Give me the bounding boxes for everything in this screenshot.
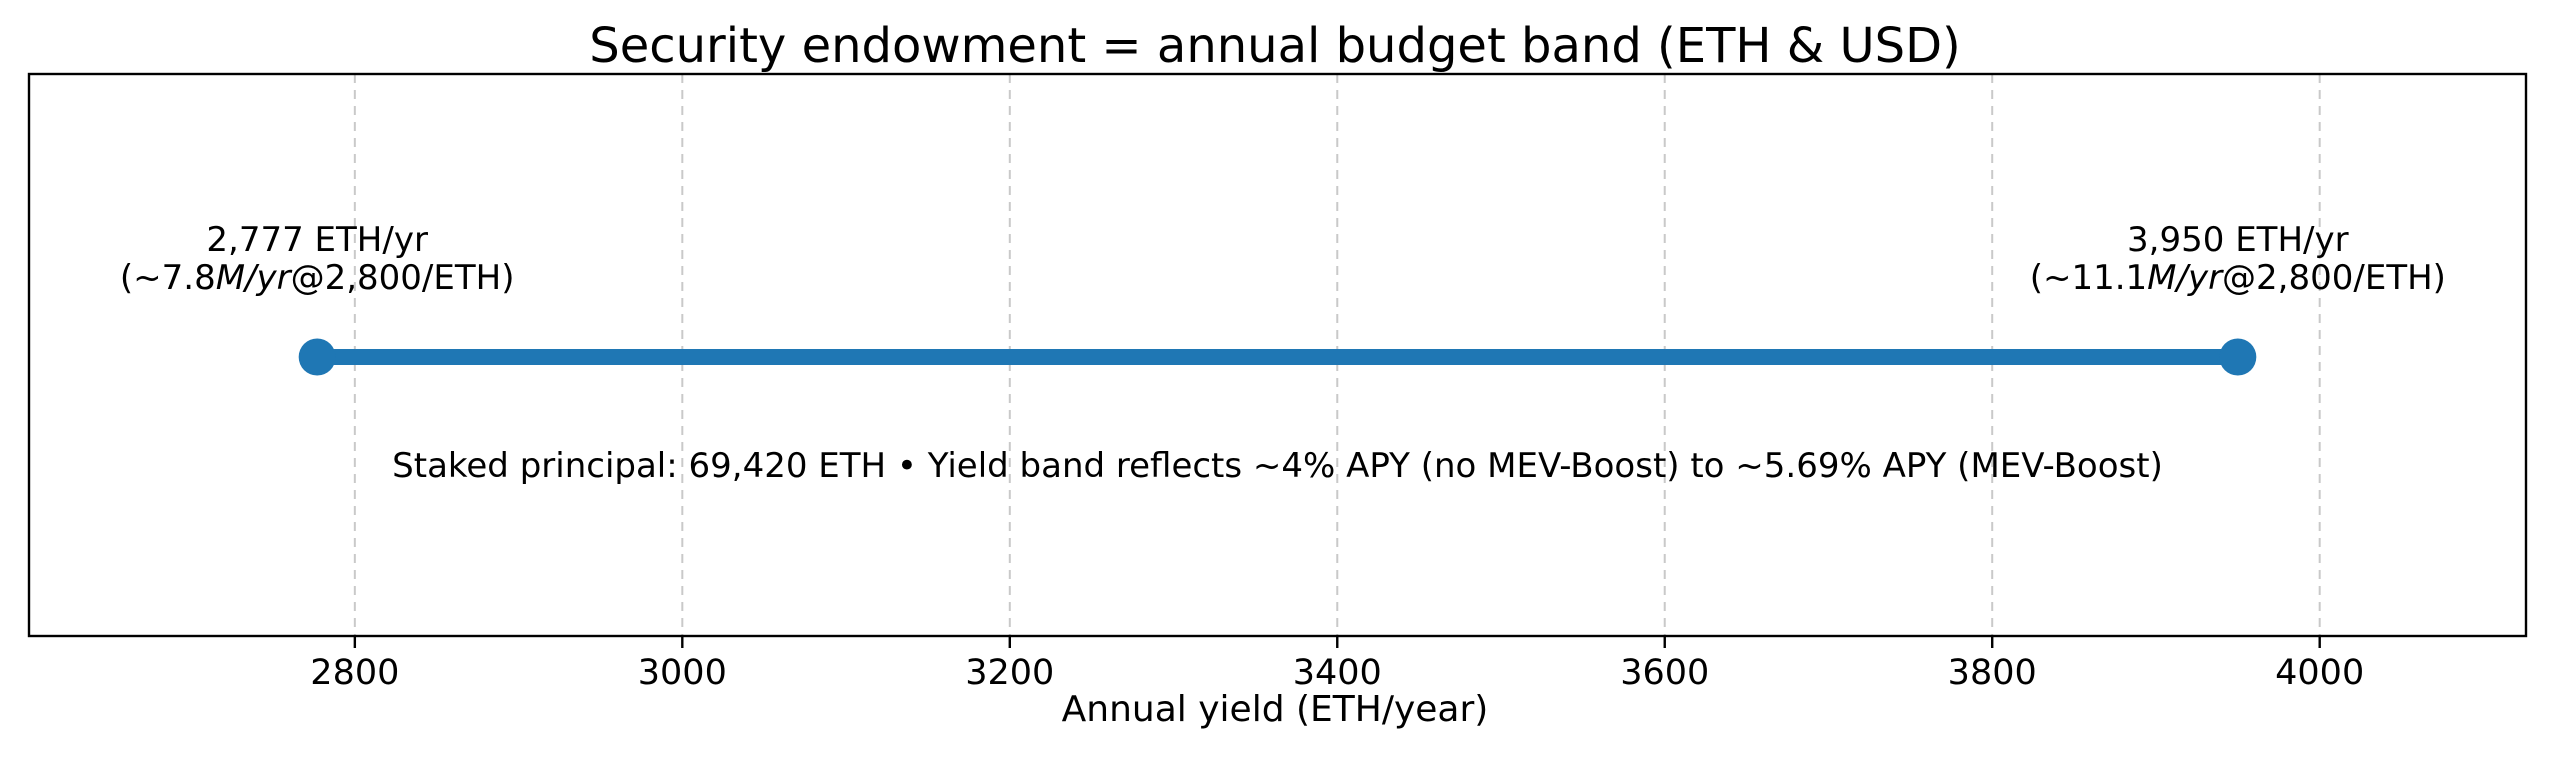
band-end-label: 3,950 ETH/yr (~11.1M/yr@2,800/ETH) [2030, 221, 2446, 297]
band-end-eth-line: 3,950 ETH/yr [2127, 220, 2349, 260]
plot-frame [27, 72, 2528, 638]
band-start-marker [298, 338, 336, 376]
x-tick-label: 3800 [1948, 653, 2037, 693]
x-tick-label: 3400 [1293, 653, 1382, 693]
band-end-marker [2219, 338, 2257, 376]
chart-title: Security endowment = annual budget band … [589, 18, 1961, 74]
x-tick-label: 3200 [965, 653, 1054, 693]
x-tick-label: 3600 [1620, 653, 1709, 693]
x-tick-label: 2800 [310, 653, 399, 693]
x-axis-label: Annual yield (ETH/year) [1061, 689, 1489, 730]
staked-principal-note: Staked principal: 69,420 ETH • Yield ban… [392, 446, 2163, 486]
band-start-eth-line: 2,777 ETH/yr [206, 220, 428, 260]
x-tick-label: 3000 [638, 653, 727, 693]
x-tick-label: 4000 [2275, 653, 2364, 693]
band-start-label: 2,777 ETH/yr (~7.8M/yr@2,800/ETH) [120, 221, 515, 297]
band-end-usd-line: (~11.1M/yr@2,800/ETH) [2029, 258, 2446, 298]
band-start-usd-line: (~7.8M/yr@2,800/ETH) [119, 258, 515, 298]
